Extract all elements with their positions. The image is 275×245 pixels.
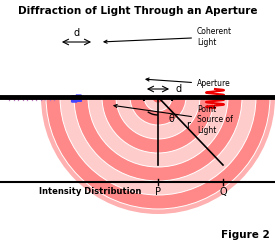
Wedge shape xyxy=(41,97,275,214)
Text: Aperture: Aperture xyxy=(146,78,231,88)
Bar xyxy=(95,97,172,98)
Bar xyxy=(95,99,172,100)
Text: r: r xyxy=(186,120,190,130)
Wedge shape xyxy=(102,97,214,153)
Text: Q: Q xyxy=(219,187,227,197)
Bar xyxy=(95,97,172,100)
Wedge shape xyxy=(74,97,242,181)
Text: Diffraction of Light Through an Aperture: Diffraction of Light Through an Aperture xyxy=(18,6,257,16)
Text: d: d xyxy=(73,28,79,38)
Wedge shape xyxy=(88,97,228,167)
Text: P: P xyxy=(155,187,161,197)
Text: Intensity Distribution: Intensity Distribution xyxy=(39,187,141,196)
Text: θ: θ xyxy=(168,114,174,124)
Text: Figure 2: Figure 2 xyxy=(221,230,270,240)
Text: Point
Source of
Light: Point Source of Light xyxy=(114,104,233,135)
Text: d: d xyxy=(175,84,181,94)
Wedge shape xyxy=(130,97,186,125)
Bar xyxy=(5,97,58,100)
Wedge shape xyxy=(60,97,256,195)
Wedge shape xyxy=(116,97,200,139)
Bar xyxy=(95,98,172,99)
Text: Coherent
Light: Coherent Light xyxy=(104,27,232,47)
Wedge shape xyxy=(144,97,172,111)
Wedge shape xyxy=(152,97,164,103)
Wedge shape xyxy=(46,97,270,209)
